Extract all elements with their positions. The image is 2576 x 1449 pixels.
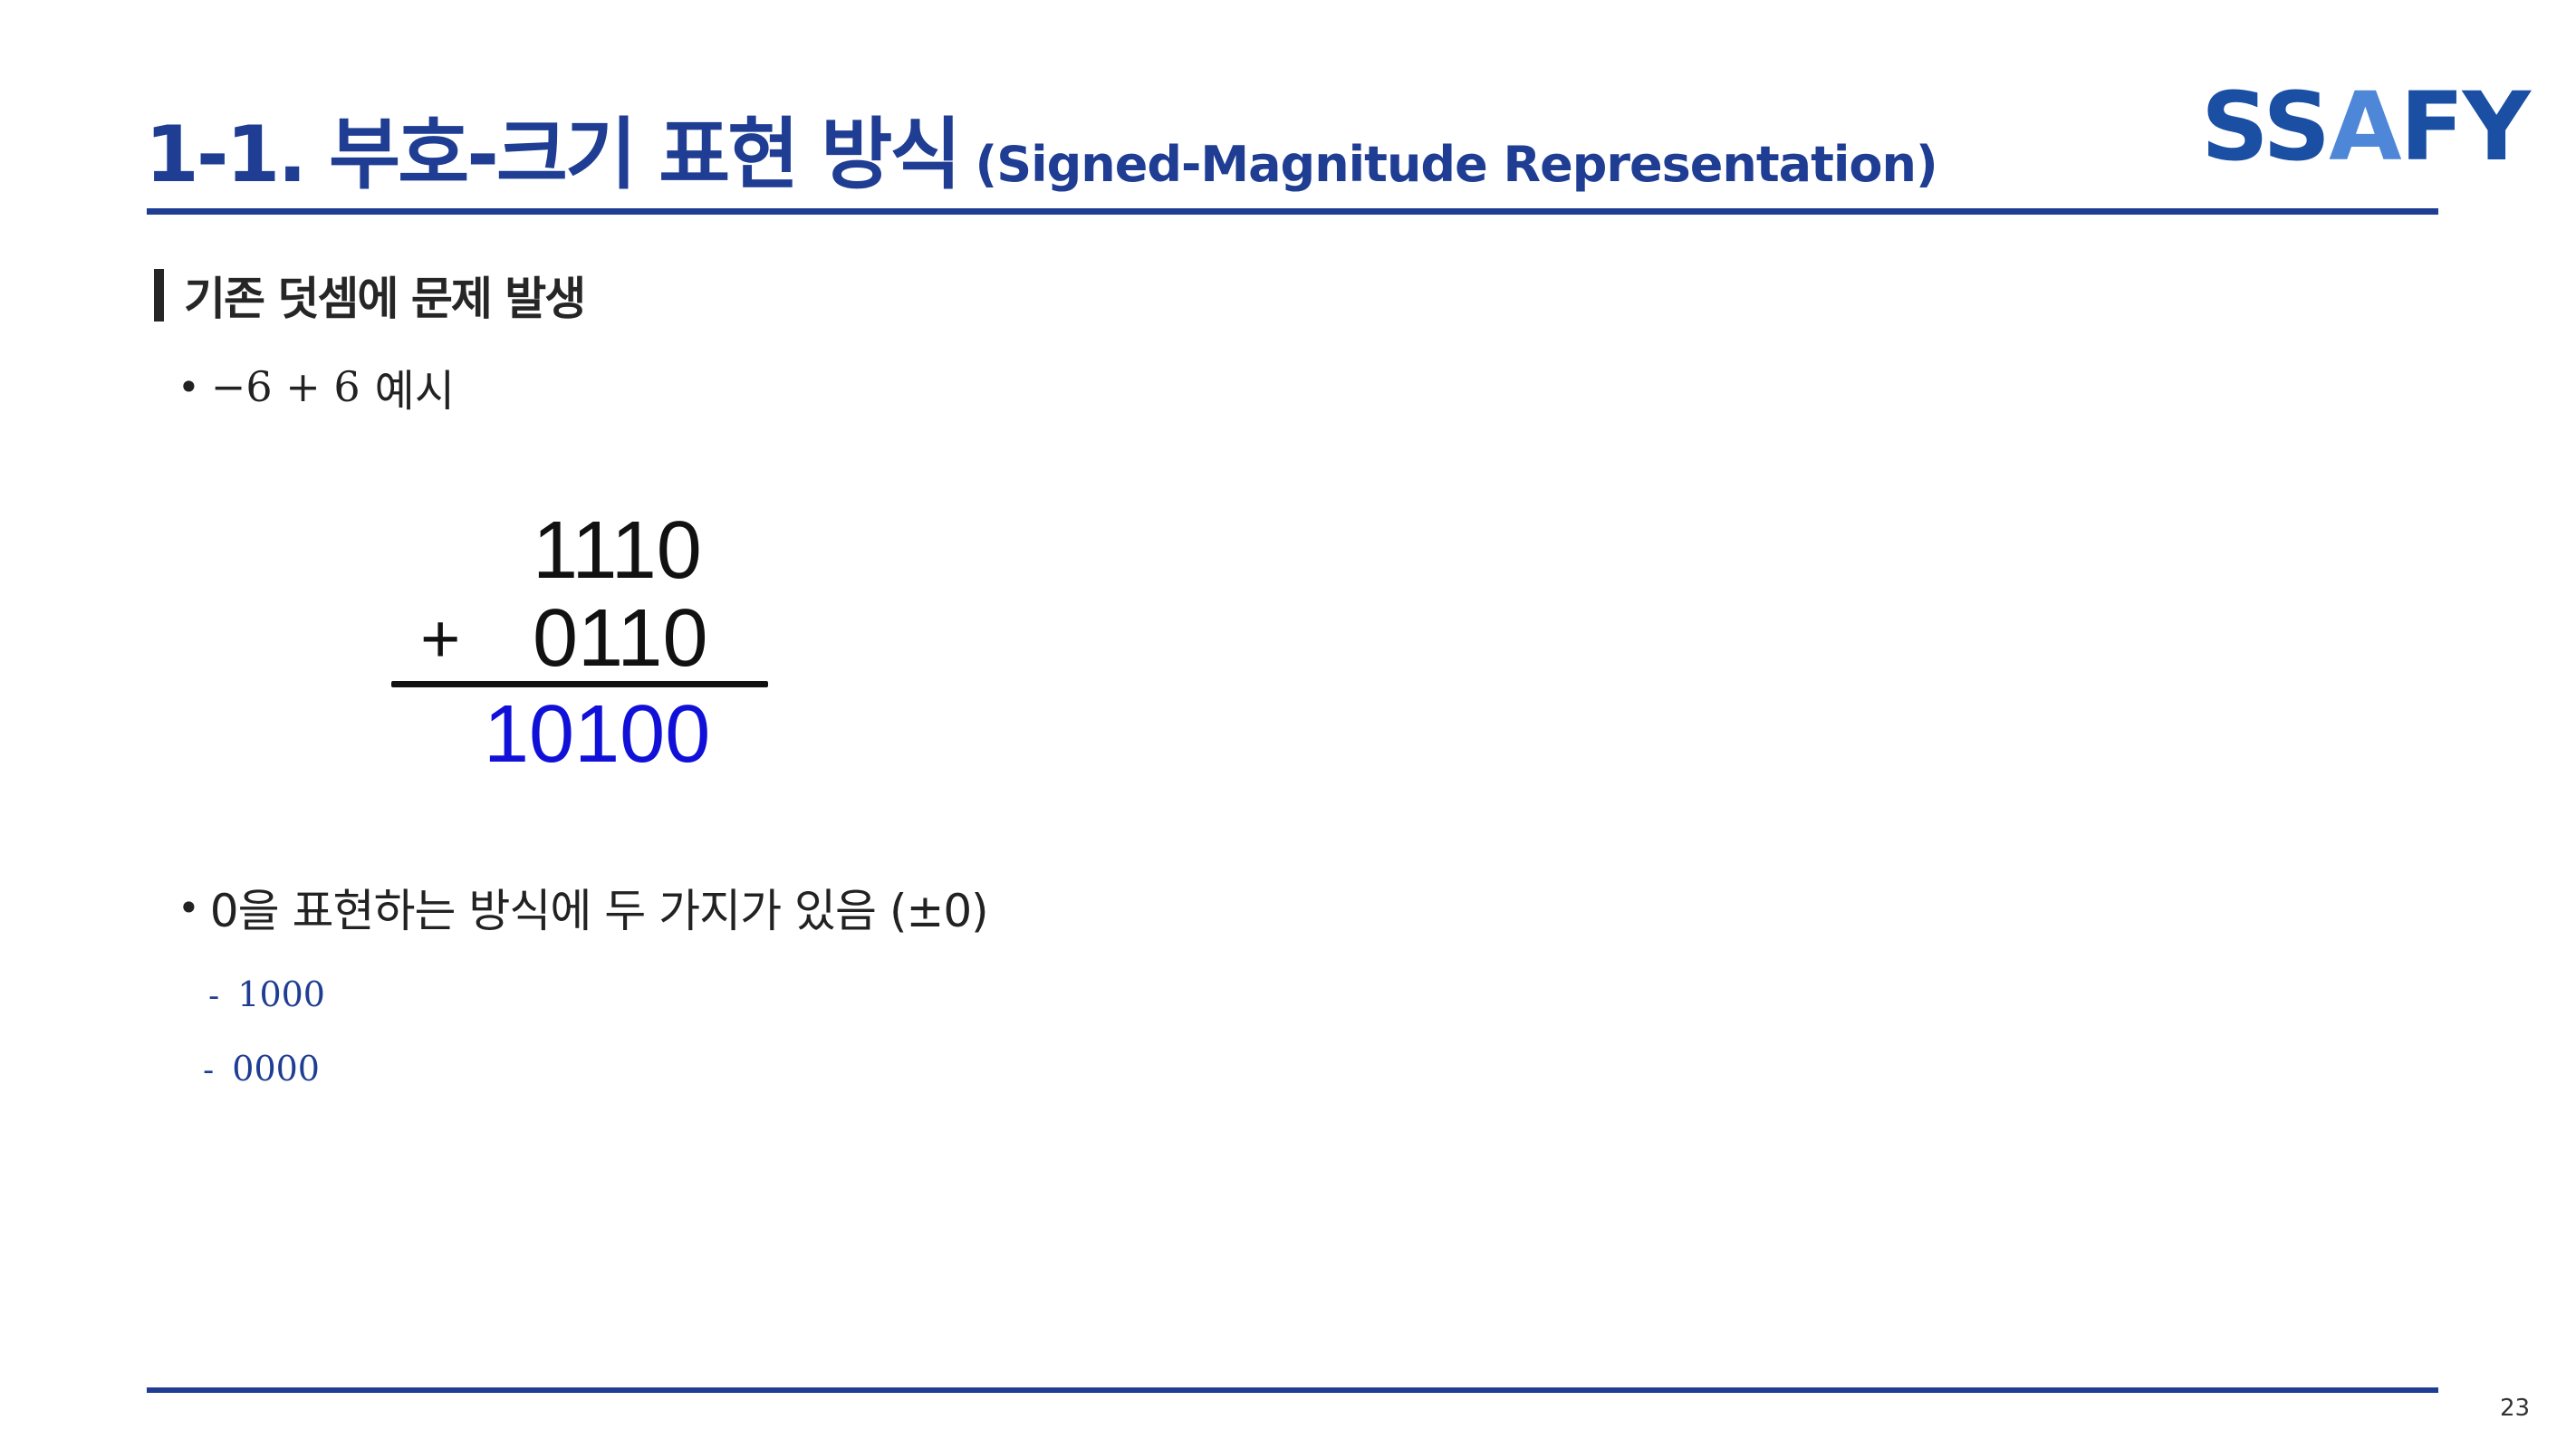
calc-plus-sign: +: [420, 600, 461, 677]
bullet-text: 0을 표현하는 방식에 두 가지가 있음 (±0): [209, 885, 989, 937]
bullet-math-expression: −6 + 6: [210, 362, 360, 411]
header-divider: [147, 208, 2438, 215]
title-main: 1-1. 부호-크기 표현 방식: [145, 110, 962, 200]
logo-text-part2: A: [2329, 72, 2401, 182]
calc-operand-2: 0110: [533, 593, 708, 684]
zero-representation-value: 0000: [232, 1049, 320, 1089]
logo-text-part1: SS: [2201, 72, 2331, 182]
bullet-text: 예시: [374, 366, 455, 417]
zero-representation-item: -0000: [203, 1049, 320, 1089]
calc-result: 10100: [484, 689, 711, 780]
page-title: 1-1. 부호-크기 표현 방식 (Signed-Magnitude Repres…: [145, 91, 1938, 204]
list-dash: -: [203, 1052, 215, 1089]
zero-representation-value: 1000: [237, 974, 325, 1014]
section-heading: 기존 덧셈에 문제 발생: [154, 268, 586, 325]
calc-sum-line: [391, 681, 768, 687]
logo-text-part3: FY: [2399, 72, 2531, 182]
zero-representation-item: -1000: [208, 974, 325, 1014]
section-marker: [154, 269, 164, 321]
page-number: 23: [2500, 1395, 2531, 1422]
ssafy-logo: SSAFY: [2201, 80, 2531, 174]
calc-operand-1: 1110: [533, 505, 702, 596]
title-subtitle: (Signed-Magnitude Representation): [975, 136, 1938, 193]
bullet-example: • −6 + 6 예시: [178, 355, 455, 418]
section-heading-text: 기존 덧셈에 문제 발생: [184, 273, 586, 325]
footer-divider: [147, 1387, 2438, 1393]
list-dash: -: [208, 978, 220, 1014]
bullet-zero-representation: • 0을 표현하는 방식에 두 가지가 있음 (±0): [178, 875, 989, 940]
bullet-dot: •: [178, 885, 200, 930]
bullet-dot: •: [178, 364, 200, 409]
